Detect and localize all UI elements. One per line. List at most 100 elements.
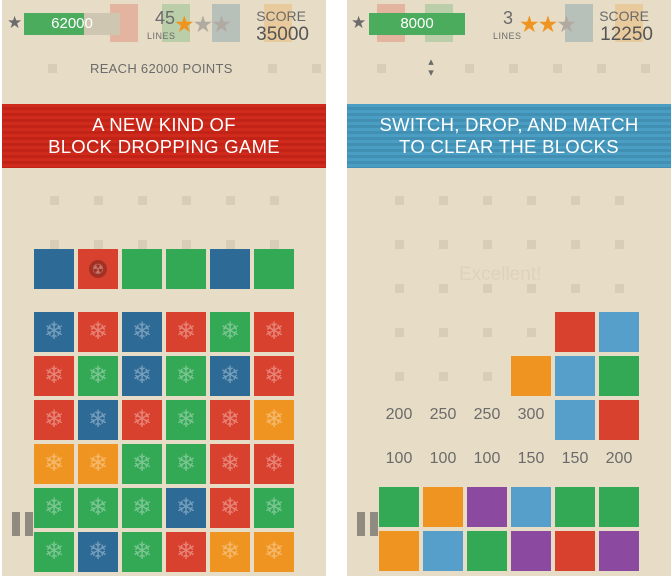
board-block[interactable]: ❄ [210, 488, 250, 528]
swap-arrows-icon[interactable]: ▴ ▾ [428, 56, 434, 79]
lines-label: LINES [493, 31, 522, 41]
grid-dot [597, 64, 606, 73]
board-block[interactable] [511, 487, 551, 527]
board-block[interactable]: ❄ [254, 532, 294, 572]
snowflake-icon: ❄ [219, 362, 241, 389]
board-block[interactable]: ❄ [34, 532, 74, 572]
score-label: SCORE [599, 8, 649, 24]
board-block[interactable]: ❄ [78, 444, 118, 484]
board-block[interactable]: ❄ [166, 312, 206, 352]
board-block[interactable]: ❄ [78, 488, 118, 528]
snowflake-icon: ❄ [175, 318, 197, 345]
pause-button[interactable] [357, 512, 383, 536]
banner-line-2: BLOCK DROPPING GAME [48, 136, 280, 157]
board-block[interactable] [423, 487, 463, 527]
board-block[interactable] [379, 531, 419, 571]
board-block[interactable]: ❄ [210, 444, 250, 484]
board-block[interactable] [555, 531, 595, 571]
board-block[interactable] [467, 487, 507, 527]
board-block[interactable]: ❄ [166, 400, 206, 440]
radiation-icon: ☢ [89, 260, 107, 278]
board-block[interactable]: ❄ [34, 312, 74, 352]
board-block[interactable]: ❄ [254, 312, 294, 352]
board-block[interactable] [379, 487, 419, 527]
board-block[interactable]: ❄ [78, 356, 118, 396]
grid-dot [439, 240, 448, 249]
board-block[interactable] [467, 531, 507, 571]
board-block[interactable]: ❄ [122, 400, 162, 440]
board-block[interactable]: ❄ [166, 444, 206, 484]
score-popup: 150 [561, 450, 589, 467]
screen-block-dropping: ★ 62000 45 LINES ★★★ SCORE 35000 REACH 6… [2, 0, 326, 576]
goal-text: REACH 62000 POINTS [90, 61, 233, 76]
board-block[interactable]: ❄ [210, 312, 250, 352]
grid-dot [553, 64, 562, 73]
lines-label: LINES [147, 31, 176, 41]
star-empty-icon: ★ [211, 11, 232, 37]
grid-dot [483, 328, 492, 337]
banner-line-1: SWITCH, DROP, AND MATCH [379, 114, 639, 135]
falling-block[interactable] [555, 356, 595, 396]
snowflake-icon: ❄ [131, 362, 153, 389]
board-block[interactable]: ❄ [122, 444, 162, 484]
falling-block[interactable] [555, 312, 595, 352]
grid-dot [527, 328, 536, 337]
top-faint-block [162, 4, 190, 42]
grid-dot [138, 240, 147, 249]
top-faint-block [264, 4, 292, 42]
grid-dot [483, 240, 492, 249]
snowflake-icon: ❄ [87, 494, 109, 521]
board-block[interactable]: ❄ [166, 488, 206, 528]
snowflake-icon: ❄ [263, 406, 285, 433]
board-block[interactable] [555, 487, 595, 527]
board-block[interactable]: ❄ [210, 356, 250, 396]
board-block[interactable]: ❄ [34, 356, 74, 396]
falling-block[interactable] [599, 356, 639, 396]
board-block[interactable]: ❄ [34, 400, 74, 440]
board-block[interactable]: ❄ [254, 400, 294, 440]
falling-block[interactable] [555, 400, 595, 440]
board-block[interactable]: ❄ [34, 488, 74, 528]
board-block[interactable]: ❄ [210, 532, 250, 572]
board-block[interactable]: ❄ [254, 444, 294, 484]
board-block[interactable]: ❄ [166, 532, 206, 572]
progress-fill [24, 13, 84, 35]
board-block[interactable]: ❄ [78, 532, 118, 572]
board-block[interactable]: ❄ [122, 488, 162, 528]
board-block[interactable]: ❄ [34, 444, 74, 484]
board-block[interactable] [599, 531, 639, 571]
star-rating: ★★★ [174, 11, 232, 37]
falling-block[interactable] [511, 356, 551, 396]
snowflake-icon: ❄ [43, 406, 65, 433]
grid-dot [483, 284, 492, 293]
score-popup: 250 [429, 406, 457, 423]
snowflake-icon: ❄ [263, 538, 285, 565]
grid-dot [377, 64, 386, 73]
board-block[interactable]: ❄ [122, 312, 162, 352]
board-block[interactable]: ❄ [122, 356, 162, 396]
board-block[interactable] [599, 487, 639, 527]
snowflake-icon: ❄ [87, 362, 109, 389]
board-block[interactable]: ❄ [254, 356, 294, 396]
grid-dot [615, 196, 624, 205]
board-block[interactable] [423, 531, 463, 571]
pause-button[interactable] [12, 512, 38, 536]
board-block[interactable]: ❄ [78, 400, 118, 440]
board-block[interactable]: ❄ [254, 488, 294, 528]
falling-block[interactable] [599, 400, 639, 440]
preview-block [34, 249, 74, 289]
progress-bar: 8000 [369, 13, 465, 35]
top-faint-block [212, 4, 240, 42]
star-empty-icon: ★ [192, 11, 214, 37]
grid-dot [527, 240, 536, 249]
snowflake-icon: ❄ [131, 406, 153, 433]
board-block[interactable]: ❄ [210, 400, 250, 440]
promo-banner: A NEW KIND OF BLOCK DROPPING GAME [2, 104, 326, 168]
board-block[interactable]: ❄ [166, 356, 206, 396]
snowflake-icon: ❄ [263, 318, 285, 345]
snowflake-icon: ❄ [87, 406, 109, 433]
board-block[interactable]: ❄ [122, 532, 162, 572]
falling-block[interactable] [599, 312, 639, 352]
board-block[interactable]: ❄ [78, 312, 118, 352]
board-block[interactable] [511, 531, 551, 571]
